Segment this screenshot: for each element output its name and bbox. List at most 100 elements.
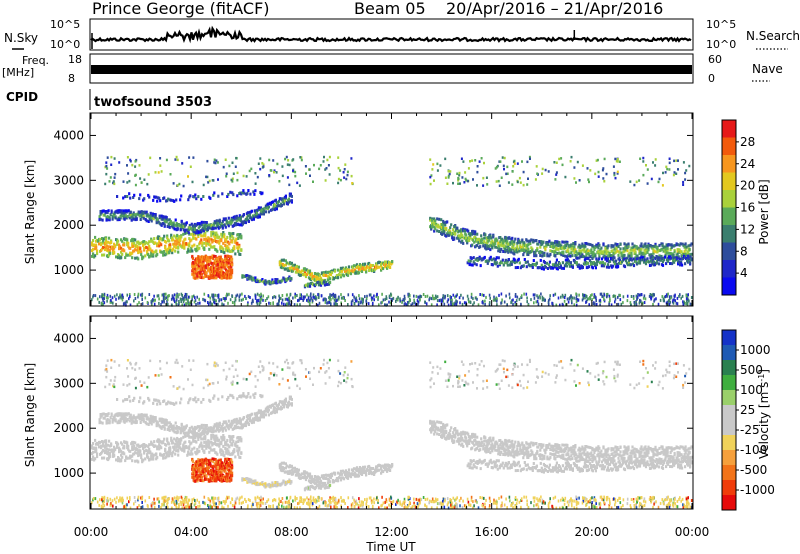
data-cell: [131, 163, 134, 167]
data-cell: [103, 213, 106, 217]
data-cell: [165, 443, 168, 447]
data-cell: [246, 303, 249, 307]
data-cell: [222, 434, 225, 437]
data-cell: [133, 193, 136, 197]
data-cell: [174, 158, 177, 161]
data-cell: [653, 249, 656, 253]
data-cell: [229, 437, 232, 441]
data-cell: [108, 253, 111, 257]
data-cell: [234, 296, 237, 300]
data-cell: [281, 294, 284, 297]
y-tick-label: 2000: [53, 218, 84, 232]
data-cell: [485, 247, 488, 251]
data-cell: [611, 249, 614, 253]
data-cell: [147, 220, 150, 223]
data-cell: [219, 257, 222, 261]
data-cell: [150, 457, 153, 461]
data-cell: [503, 156, 506, 160]
data-cell: [501, 258, 504, 262]
data-cell: [225, 257, 228, 261]
data-cell: [564, 175, 567, 179]
data-cell: [138, 214, 141, 218]
data-cell: [676, 302, 679, 306]
data-cell: [200, 234, 203, 238]
data-cell: [171, 294, 174, 298]
data-cell: [231, 295, 234, 298]
data-cell: [126, 181, 129, 184]
data-cell: [578, 179, 581, 182]
data-cell: [489, 255, 492, 259]
data-cell: [591, 243, 594, 247]
data-cell: [274, 278, 277, 281]
data-cell: [131, 251, 134, 255]
data-cell: [136, 451, 139, 455]
data-cell: [338, 270, 342, 274]
data-cell: [181, 162, 184, 165]
data-cell: [200, 272, 204, 276]
data-cell: [213, 161, 216, 164]
data-cell: [666, 300, 669, 304]
data-cell: [126, 456, 129, 460]
data-cell: [362, 300, 364, 303]
data-cell: [103, 294, 106, 298]
data-cell: [221, 235, 224, 239]
data-cell: [353, 268, 357, 272]
data-cell: [172, 247, 175, 251]
data-cell: [254, 215, 257, 219]
data-cell: [312, 293, 315, 297]
data-cell: [157, 445, 160, 449]
data-cell: [281, 266, 284, 270]
data-cell: [147, 173, 150, 176]
data-cell: [92, 455, 95, 459]
data-cell: [125, 209, 128, 213]
data-cell: [560, 253, 563, 257]
data-cell: [129, 295, 131, 299]
data-cell: [98, 418, 101, 422]
data-cell: [148, 443, 151, 447]
data-cell: [148, 457, 151, 461]
data-cell: [465, 179, 468, 182]
data-cell: [337, 273, 341, 277]
data-cell: [310, 292, 312, 296]
data-cell: [205, 239, 208, 243]
data-cell: [669, 251, 672, 255]
data-cell: [141, 294, 143, 298]
data-cell: [166, 236, 169, 240]
data-cell: [562, 254, 565, 257]
data-cell: [569, 160, 572, 163]
data-cell: [680, 296, 682, 300]
data-cell: [105, 246, 108, 250]
data-cell: [102, 241, 105, 245]
data-cell: [594, 302, 596, 306]
data-cell: [475, 263, 478, 267]
data-cell: [429, 182, 432, 186]
data-cell: [368, 293, 371, 297]
data-cell: [225, 274, 228, 278]
data-cell: [223, 454, 226, 458]
data-cell: [186, 434, 189, 438]
data-cell: [121, 442, 124, 446]
data-cell: [591, 293, 593, 297]
data-cell: [214, 269, 217, 273]
data-cell: [410, 303, 412, 307]
data-cell: [462, 227, 465, 231]
data-cell: [128, 179, 131, 183]
data-cell: [247, 295, 250, 299]
data-cell: [185, 297, 188, 301]
data-cell: [369, 293, 372, 297]
data-cell: [225, 248, 228, 252]
data-cell: [145, 219, 148, 223]
data-cell: [109, 176, 112, 179]
data-cell: [128, 216, 131, 220]
data-cell: [647, 248, 650, 252]
data-cell: [357, 271, 361, 275]
data-cell: [147, 242, 150, 246]
data-cell: [194, 193, 197, 197]
data-cell: [378, 265, 381, 269]
data-cell: [185, 293, 188, 296]
data-cell: [570, 251, 573, 255]
data-cell: [152, 453, 155, 457]
data-cell: [223, 438, 226, 442]
data-cell: [345, 268, 349, 271]
data-cell: [272, 159, 275, 162]
